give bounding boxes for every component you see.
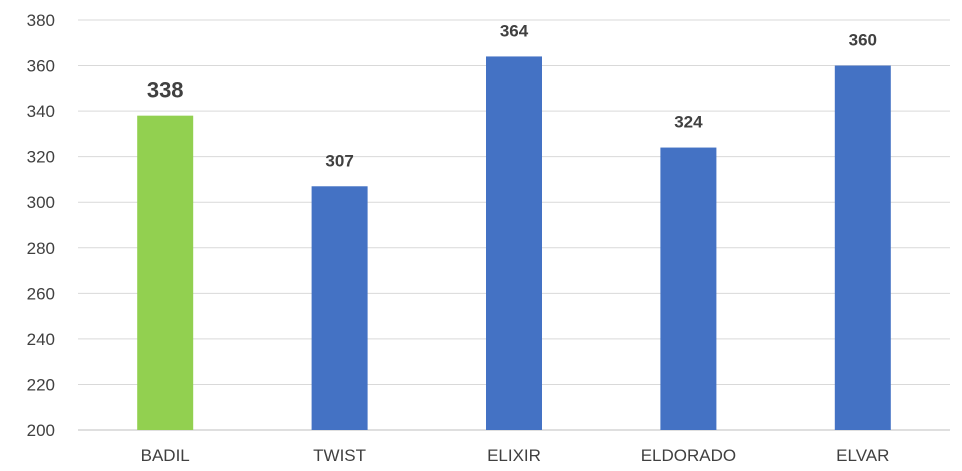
bar-eldorado bbox=[660, 147, 717, 431]
y-tick-label: 300 bbox=[27, 193, 55, 212]
y-tick-label: 380 bbox=[27, 11, 55, 30]
category-label-twist: TWIST bbox=[313, 446, 366, 465]
y-tick-label: 360 bbox=[27, 57, 55, 76]
y-tick-label: 200 bbox=[27, 421, 55, 440]
bars bbox=[137, 56, 891, 431]
bar-twist bbox=[311, 186, 368, 430]
data-label-elvar: 360 bbox=[849, 31, 877, 50]
x-axis-category-labels: BADIL TWIST ELIXIR ELDORADO ELVAR bbox=[141, 446, 890, 465]
category-label-elvar: ELVAR bbox=[836, 446, 889, 465]
data-label-badil: 338 bbox=[147, 78, 184, 103]
bar-badil bbox=[137, 115, 194, 431]
bar-elixir bbox=[486, 56, 542, 430]
y-tick-label: 340 bbox=[27, 102, 55, 121]
category-label-badil: BADIL bbox=[141, 446, 190, 465]
data-label-elixir: 364 bbox=[500, 21, 529, 40]
data-label-twist: 307 bbox=[325, 151, 353, 170]
y-tick-label: 220 bbox=[27, 375, 55, 394]
category-label-eldorado: ELDORADO bbox=[641, 446, 736, 465]
y-tick-label: 280 bbox=[27, 239, 55, 258]
bar-elvar bbox=[834, 65, 891, 431]
y-tick-label: 320 bbox=[27, 148, 55, 167]
category-label-elixir: ELIXIR bbox=[487, 446, 541, 465]
data-labels: 338 307 364 324 360 bbox=[147, 21, 877, 170]
y-tick-label: 260 bbox=[27, 284, 55, 303]
y-tick-label: 240 bbox=[27, 330, 55, 349]
data-label-eldorado: 324 bbox=[674, 113, 703, 132]
y-axis-tick-labels: 200 220 240 260 280 300 320 340 360 380 bbox=[27, 11, 55, 440]
